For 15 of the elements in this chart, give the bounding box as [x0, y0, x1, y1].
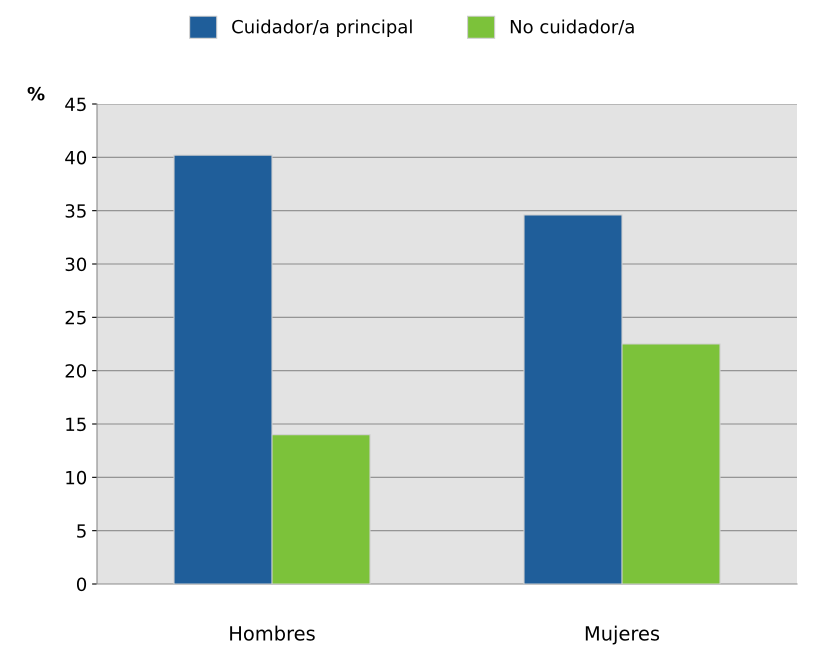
y-tick-label: 20 — [66, 364, 86, 378]
y-tick-label: 10 — [66, 470, 86, 484]
y-tick-label: 0 — [76, 577, 86, 592]
y-tick-label: 35 — [66, 204, 86, 218]
y-tick-label: 40 — [65, 150, 86, 164]
x-tick-label: Hombres — [230, 626, 315, 641]
legend-label: Cuidador/a principal — [232, 20, 412, 37]
y-tick-label: 25 — [66, 310, 86, 324]
y-tick-label: 15 — [66, 418, 86, 432]
y-axis-title: % — [28, 86, 45, 100]
y-tick-label: 45 — [65, 98, 86, 112]
legend-label: No cuidador/a — [510, 20, 634, 35]
y-tick-label: 30 — [66, 257, 86, 272]
x-tick-label: Mujeres — [586, 626, 660, 644]
y-tick-label: 5 — [77, 524, 86, 538]
